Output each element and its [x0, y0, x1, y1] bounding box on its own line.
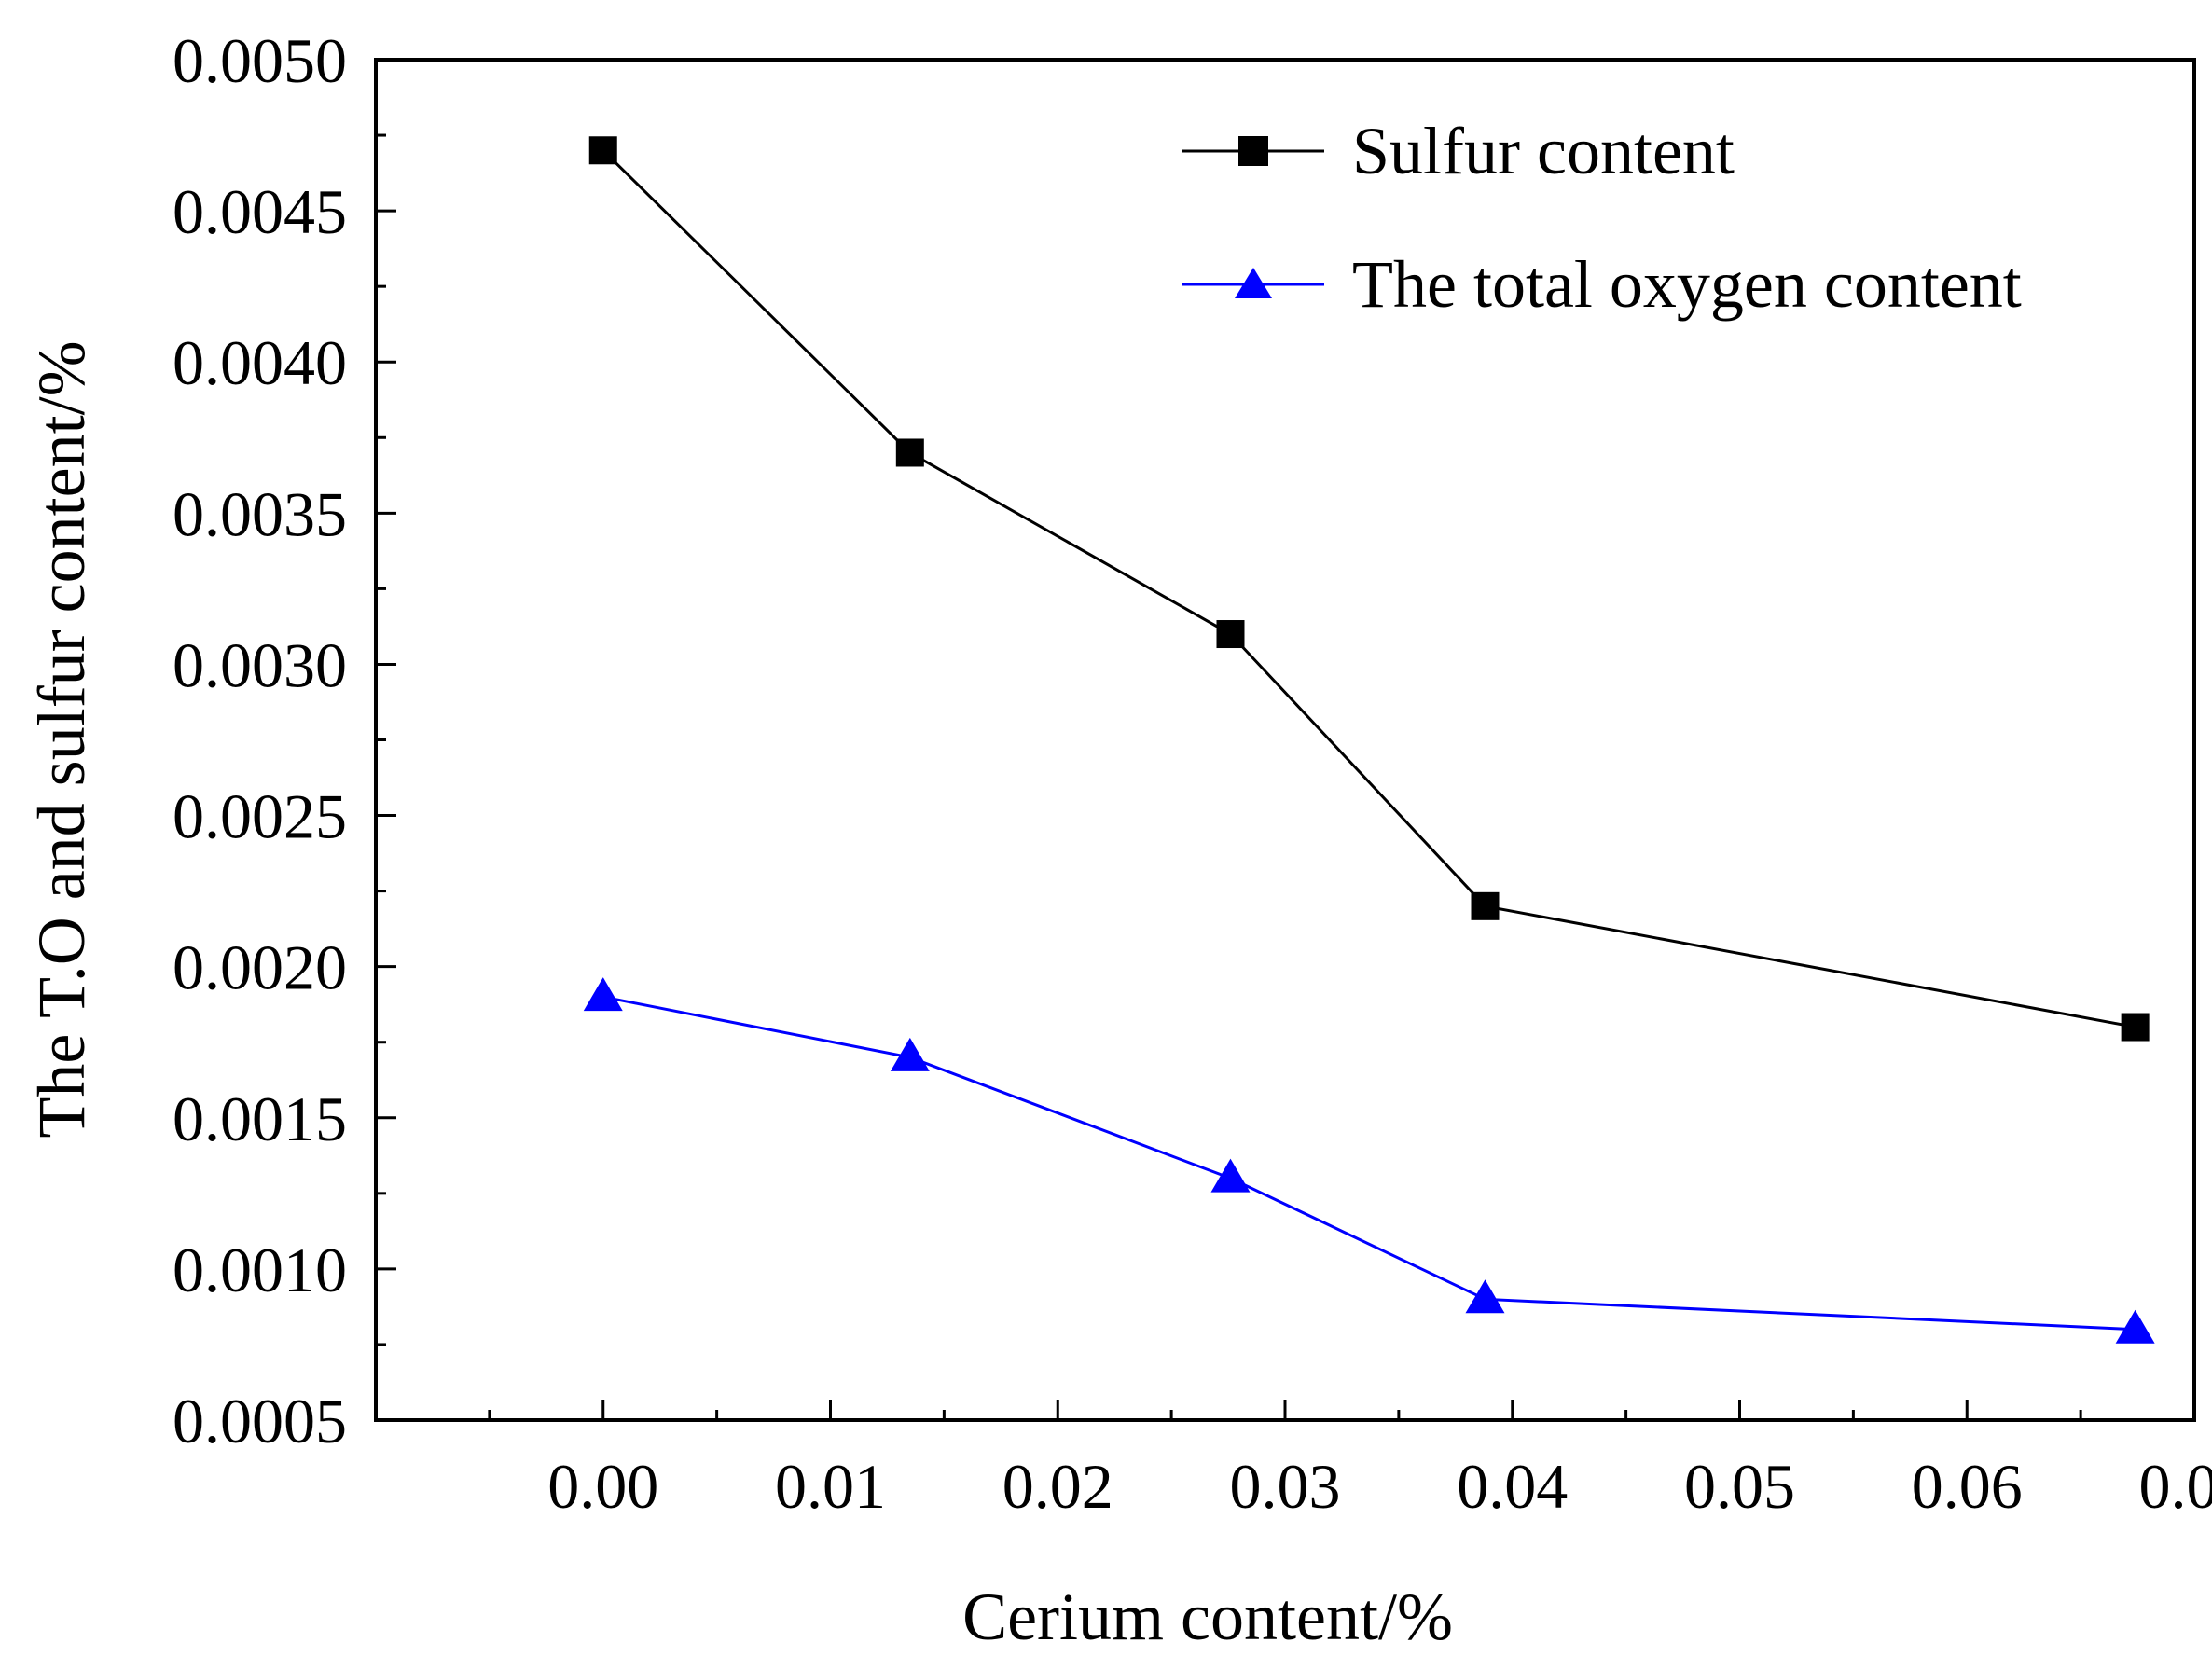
- y-tick-label: 0.0050: [173, 25, 347, 96]
- y-tick-label: 0.0010: [173, 1235, 347, 1305]
- x-tick-label: 0.06: [1912, 1451, 2023, 1522]
- data-point-sulfur: [588, 136, 617, 165]
- y-tick-label: 0.0035: [173, 478, 347, 549]
- y-tick-label: 0.0040: [173, 327, 347, 398]
- legend-label-sulfur: Sulfur content: [1352, 114, 1735, 188]
- series-layer: [583, 136, 2155, 1344]
- x-tick-label: 0.07: [2139, 1451, 2212, 1522]
- data-point-sulfur: [1471, 891, 1500, 920]
- legend-entry-oxygen: The total oxygen content: [1182, 247, 2022, 322]
- x-axis-title: Cerium content/%: [962, 1580, 1453, 1654]
- data-point-sulfur: [895, 438, 924, 467]
- legend-entry-sulfur: Sulfur content: [1182, 114, 1735, 188]
- data-point-oxygen: [1210, 1158, 1251, 1193]
- y-tick-label: 0.0045: [173, 176, 347, 247]
- y-tick-label: 0.0015: [173, 1083, 347, 1154]
- x-tick-label: 0.03: [1230, 1451, 1341, 1522]
- data-point-oxygen: [890, 1037, 930, 1071]
- y-axis-ticks: 0.0005 0.0010 0.0015 0.0020 0.0025 0.0030 0.00…: [173, 25, 396, 1456]
- data-point-oxygen: [583, 977, 623, 1012]
- legend-marker-triangle: [1235, 268, 1272, 298]
- y-axis-title: The T.O and sulfur content/%: [24, 340, 99, 1138]
- legend-label-oxygen: The total oxygen content: [1352, 247, 2022, 322]
- y-tick-label: 0.0020: [173, 932, 347, 1003]
- x-tick-label: 0.04: [1457, 1451, 1568, 1522]
- data-point-oxygen: [1465, 1279, 1505, 1314]
- x-tick-label: 0.01: [775, 1451, 886, 1522]
- data-point-oxygen: [2115, 1309, 2155, 1344]
- y-tick-label: 0.0030: [173, 629, 347, 700]
- x-axis-ticks: 0.00 0.01 0.02 0.03 0.04 0.05 0.06 0.07: [488, 1400, 2212, 1522]
- y-tick-label: 0.0005: [173, 1386, 347, 1456]
- data-point-sulfur: [2121, 1013, 2150, 1042]
- x-tick-label: 0.00: [547, 1451, 658, 1522]
- data-point-sulfur: [1216, 620, 1245, 649]
- y-tick-label: 0.0025: [173, 781, 347, 852]
- legend-marker-square: [1238, 136, 1268, 166]
- series-line-oxygen: [602, 995, 2136, 1332]
- x-tick-label: 0.02: [1002, 1451, 1113, 1522]
- legend: Sulfur content The total oxygen content: [1182, 114, 2022, 322]
- x-tick-label: 0.05: [1684, 1451, 1795, 1522]
